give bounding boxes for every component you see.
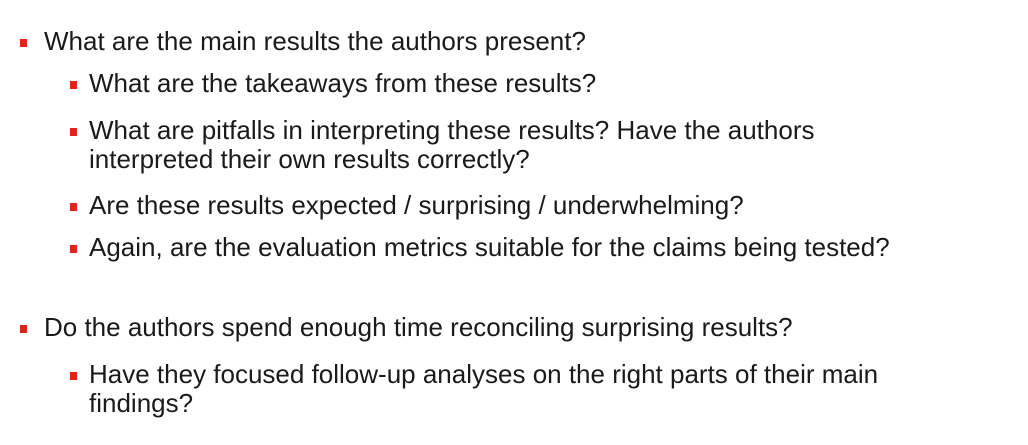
bullet-text: What are the takeaways from these result… bbox=[89, 68, 597, 98]
bullet-text-line-1: What are pitfalls in interpreting these … bbox=[89, 115, 815, 145]
bullet-marker bbox=[20, 39, 27, 47]
bullet-marker bbox=[70, 372, 77, 380]
bullet-marker bbox=[70, 81, 77, 89]
bullet-text-line-2: interpreted their own results correctly? bbox=[89, 144, 530, 174]
bullet-text: Are these results expected / surprising … bbox=[89, 190, 744, 220]
bullet-text: Do the authors spend enough time reconci… bbox=[44, 312, 793, 342]
bullet-text: What are the main results the authors pr… bbox=[44, 26, 586, 56]
bullet-text-line-1: Have they focused follow-up analyses on … bbox=[89, 359, 879, 389]
bullet-text: Again, are the evaluation metrics suitab… bbox=[89, 232, 890, 262]
bullet-marker bbox=[70, 128, 77, 136]
bullet-text-line-2: findings? bbox=[89, 388, 194, 418]
bullet-marker bbox=[70, 203, 77, 211]
bullet-marker bbox=[20, 325, 27, 333]
bullet-marker bbox=[70, 245, 77, 253]
